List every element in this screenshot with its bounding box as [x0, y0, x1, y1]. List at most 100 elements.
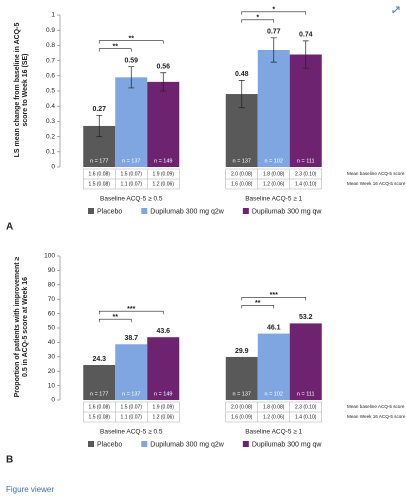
legend-label: Dupilumab 300 mg q2w	[150, 441, 224, 448]
table-cell: 1.6 (0.09)	[231, 414, 253, 420]
error-bar	[270, 37, 277, 63]
n-label: n = 137	[122, 158, 141, 164]
expand-icon[interactable]	[392, 6, 400, 14]
significance-bracket	[241, 19, 275, 23]
y-tick-label: 70	[48, 296, 56, 303]
significance-label: *	[256, 15, 259, 22]
panel-letter: B	[6, 455, 13, 466]
table-cell: 1.9 (0.09)	[153, 404, 175, 410]
legend-swatch	[242, 441, 249, 447]
y-tick-label: 0	[51, 164, 55, 171]
legend-label: Dupilumab 300 mg q2w	[150, 208, 224, 215]
bar	[289, 323, 322, 400]
y-tick-label: 0.6	[46, 73, 55, 80]
n-label: n = 102	[264, 158, 283, 164]
n-label: n = 137	[122, 391, 141, 397]
table-row-label: Mean baseline ACQ-5 score (SE)	[347, 404, 406, 409]
value-label: 0.56	[156, 64, 170, 71]
table-cell: 2.0 (0.08)	[231, 404, 253, 410]
table-cell: 1.1 (0.07)	[121, 414, 143, 420]
n-label: n = 137	[232, 391, 251, 397]
y-tick-label: 90	[48, 267, 56, 274]
y-tick-label: 100	[44, 253, 55, 260]
significance-bracket	[241, 305, 275, 309]
error-bar	[160, 72, 167, 92]
n-label: n = 149	[154, 391, 173, 397]
n-label: n = 177	[90, 158, 109, 164]
y-axis-label: LS mean change from baseline in ACQ-5 sc…	[14, 22, 29, 158]
significance-bracket	[98, 48, 132, 52]
y-tick-label: 50	[48, 325, 56, 332]
table-cell: 1.1 (0.07)	[121, 181, 143, 187]
table-row-label: Mean baseline ACQ-5 score (SE)	[347, 171, 406, 176]
legend-label: Placebo	[97, 208, 122, 215]
table-cell: 1.8 (0.08)	[263, 171, 285, 177]
table-cell: 1.2 (0.06)	[153, 414, 175, 420]
significance-label: *	[272, 7, 275, 14]
category-label: Baseline ACQ-5 ≥ 1	[245, 429, 302, 436]
y-tick-label: 10	[48, 382, 56, 389]
significance-label: ***	[270, 292, 278, 299]
significance-bracket	[98, 40, 164, 44]
error-bar	[96, 114, 103, 137]
value-label: 24.3	[92, 356, 106, 363]
table-cell: 1.2 (0.06)	[263, 181, 285, 187]
y-tick-label: 20	[48, 368, 56, 375]
n-label: n = 137	[232, 158, 251, 164]
legend-swatch	[141, 208, 148, 214]
y-tick-label: 0	[51, 397, 55, 404]
y-tick-label: 0.4	[46, 103, 55, 110]
table-cell: 1.8 (0.08)	[263, 404, 285, 410]
legend-label: Placebo	[97, 441, 122, 448]
significance-bracket	[241, 11, 307, 15]
panel-letter: A	[6, 222, 13, 233]
value-label: 29.9	[235, 348, 249, 355]
y-tick-label: 1	[51, 12, 55, 19]
value-label: 43.6	[156, 328, 170, 335]
category-label: Baseline ACQ-5 ≥ 0.5	[100, 196, 163, 203]
table-row-label: Mean Week 16 ACQ-5 score (SE)	[347, 181, 406, 186]
table-cell: 2.3 (0.10)	[295, 171, 317, 177]
table-cell: 1.6 (0.08)	[231, 181, 253, 187]
n-label: n = 111	[297, 158, 315, 164]
bar	[83, 365, 116, 400]
error-bar	[302, 40, 309, 69]
significance-label: **	[255, 300, 261, 307]
y-tick-label: 80	[48, 282, 56, 289]
error-bar	[128, 66, 135, 89]
table-cell: 1.4 (0.10)	[295, 181, 317, 187]
legend-swatch	[242, 208, 249, 214]
table-cell: 1.2 (0.06)	[263, 414, 285, 420]
y-tick-label: 0.2	[46, 133, 55, 140]
table-row-label: Mean Week 16 ACQ-5 score (SE)	[347, 414, 406, 419]
value-label: 38.7	[124, 335, 138, 342]
value-label: 0.74	[299, 32, 313, 39]
significance-bracket	[98, 318, 132, 323]
table-cell: 1.5 (0.07)	[121, 171, 143, 177]
table-cell: 1.2 (0.06)	[153, 181, 175, 187]
legend-label: Dupilumab 300 mg qw	[252, 208, 323, 215]
value-label: 0.27	[92, 106, 106, 113]
n-label: n = 102	[264, 391, 283, 397]
value-label: 53.2	[299, 314, 313, 321]
y-axis-label: Proportion of patients with improvement …	[14, 256, 29, 398]
error-bar	[238, 80, 245, 109]
n-label: n = 177	[90, 391, 109, 397]
significance-bracket	[241, 297, 307, 301]
table-cell: 1.5 (0.07)	[121, 404, 143, 410]
table-cell: 2.0 (0.08)	[231, 171, 253, 177]
y-tick-label: 40	[48, 339, 56, 346]
y-tick-label: 0.5	[46, 88, 55, 95]
value-label: 0.48	[235, 71, 249, 78]
y-tick-label: 30	[48, 354, 56, 361]
value-label: 0.77	[267, 29, 281, 36]
bar	[115, 77, 148, 167]
y-tick-label: 60	[48, 310, 56, 317]
value-label: 46.1	[267, 324, 281, 331]
table-cell: 1.5 (0.08)	[89, 414, 111, 420]
bar	[115, 344, 148, 400]
table-cell: 1.9 (0.09)	[153, 171, 175, 177]
bar	[147, 81, 180, 167]
figure-viewer-link[interactable]: Figure viewer	[6, 485, 55, 494]
